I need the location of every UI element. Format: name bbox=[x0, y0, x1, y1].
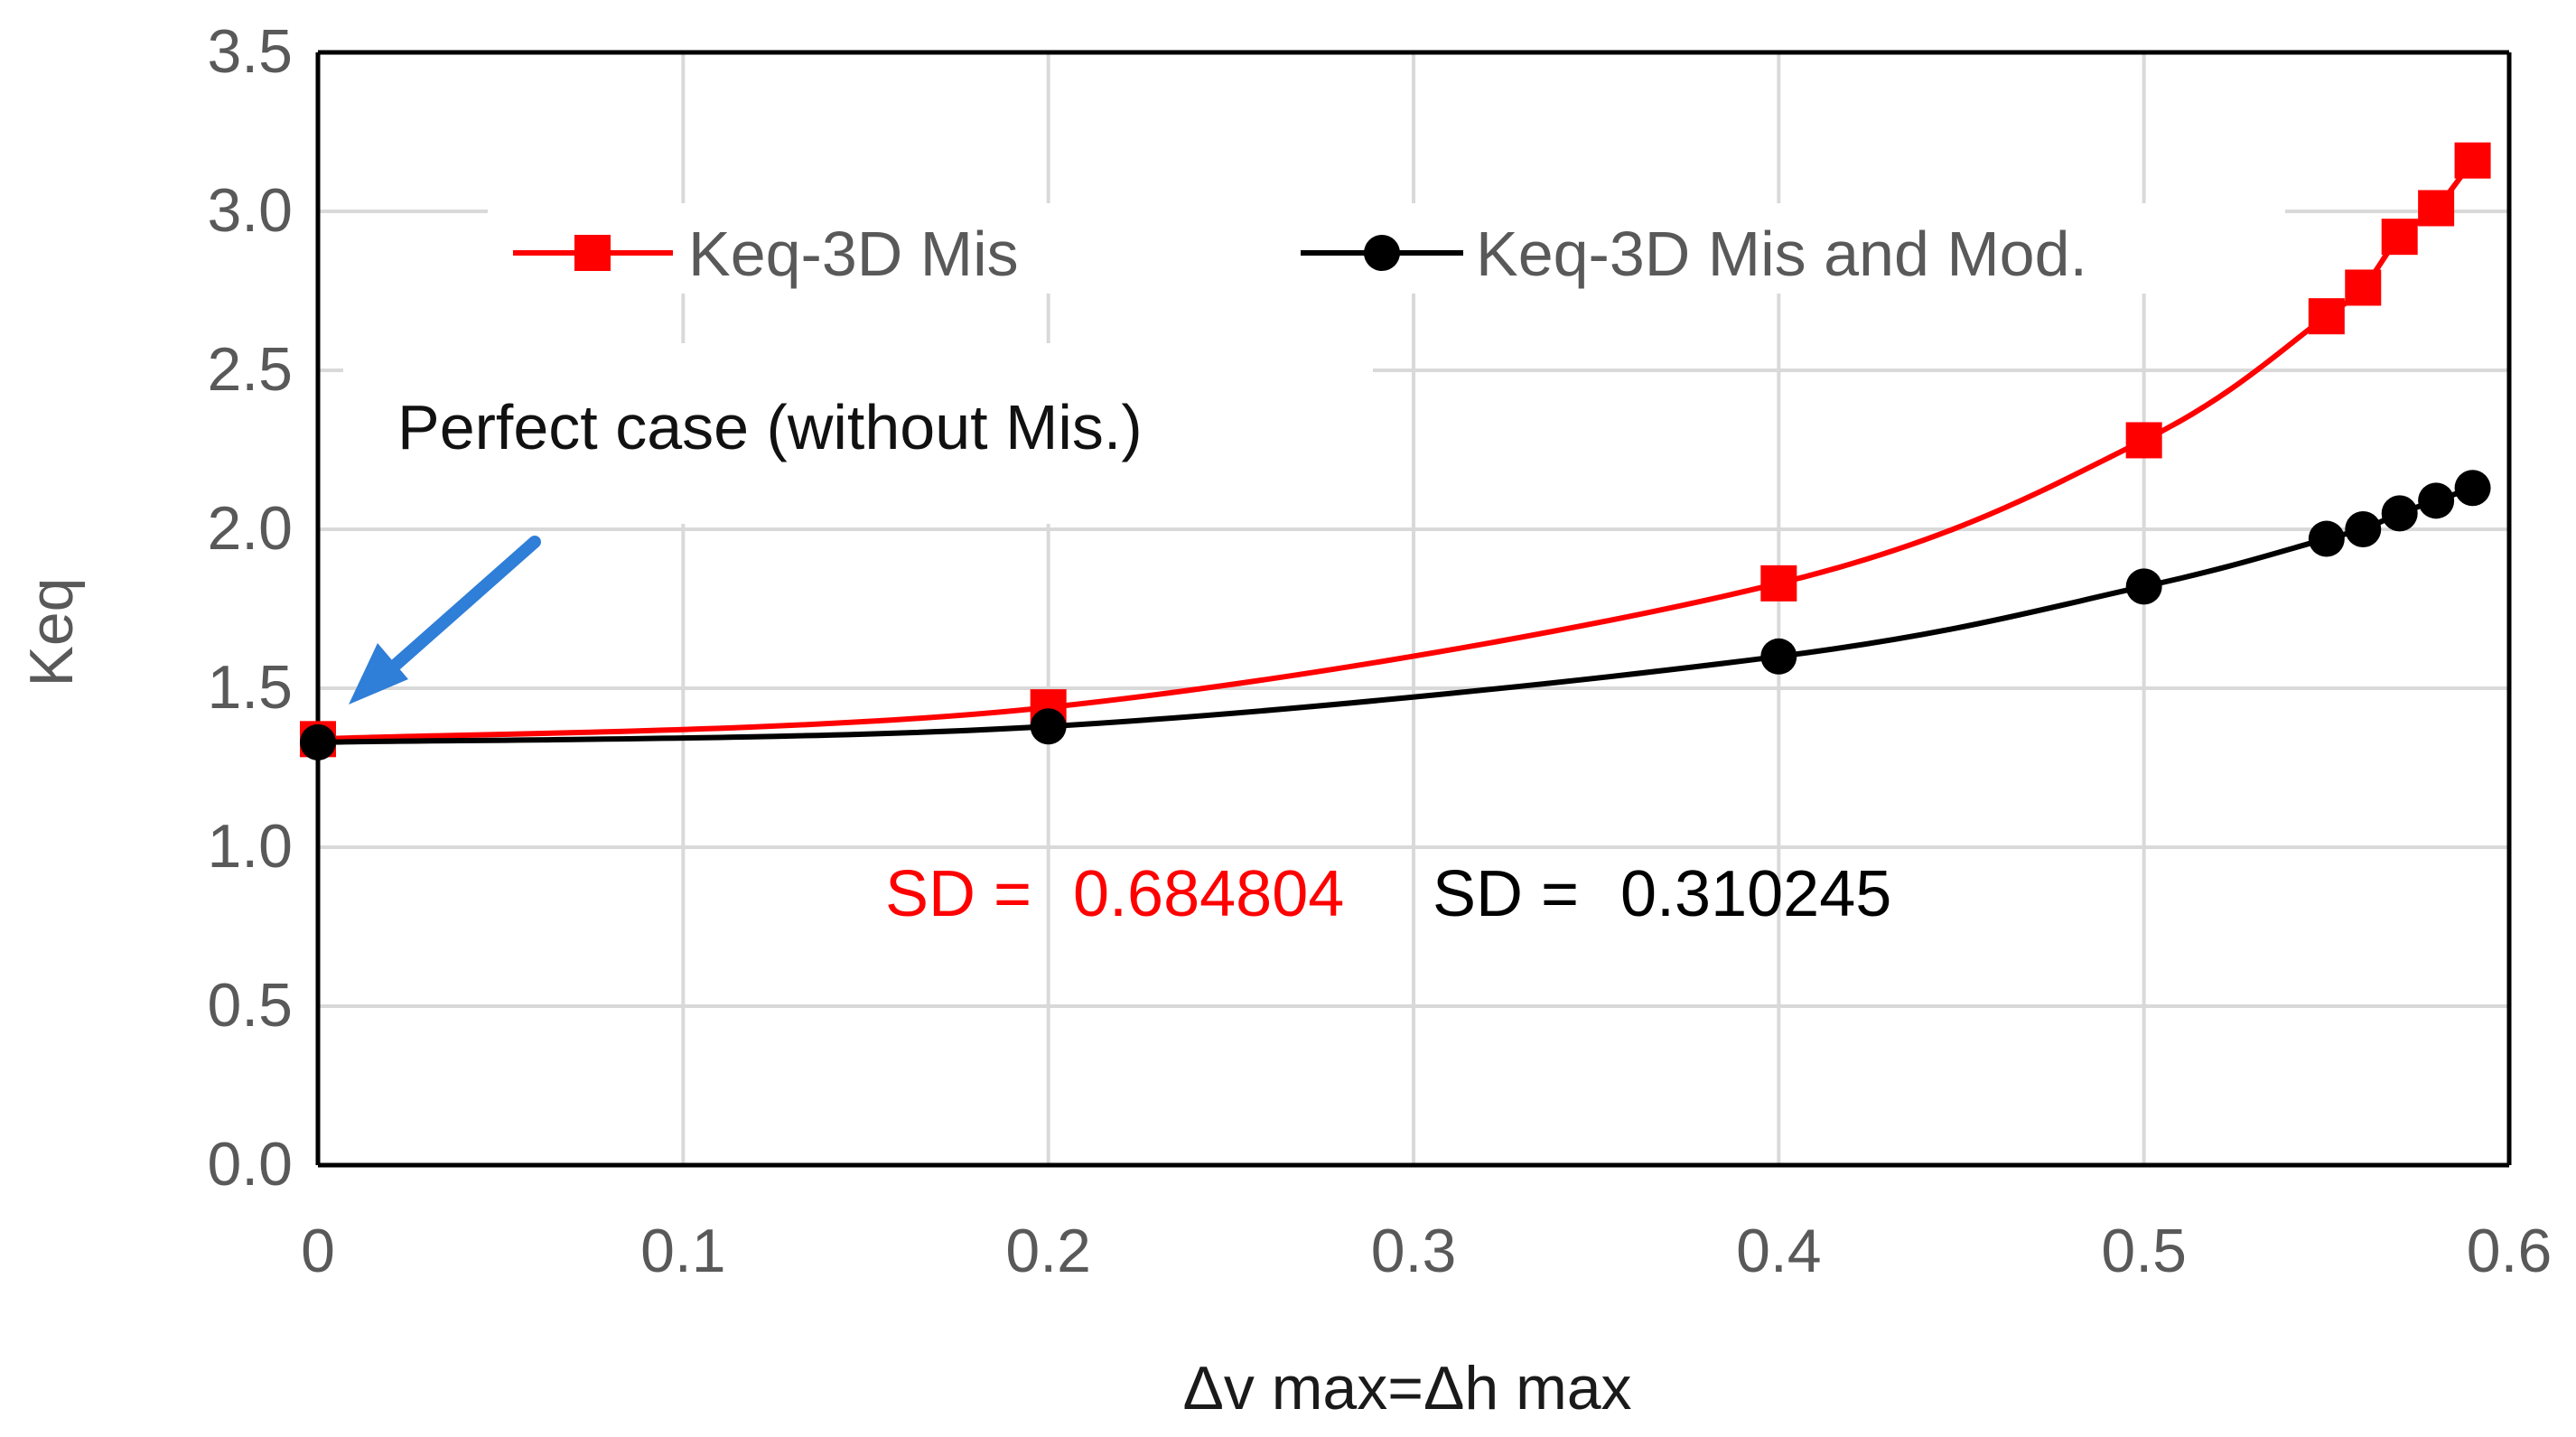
data-point-circle bbox=[2418, 482, 2455, 519]
x-tick-label: 0.1 bbox=[640, 1217, 726, 1285]
series-1 bbox=[300, 142, 2491, 758]
legend-label-series1: Keq-3D Mis bbox=[688, 219, 1019, 289]
legend-marker-square bbox=[574, 235, 611, 271]
x-tick-label: 0 bbox=[301, 1217, 335, 1285]
legend: Keq-3D Mis Keq-3D Mis and Mod. bbox=[488, 203, 2285, 294]
legend-entry-series2: Keq-3D Mis and Mod. bbox=[1301, 219, 2087, 289]
data-point-circle bbox=[2125, 568, 2162, 605]
data-point-square bbox=[2125, 422, 2162, 459]
data-point-square bbox=[1760, 565, 1797, 602]
sd-annotations: SD = 0.684804 SD = 0.310245 bbox=[885, 858, 1891, 930]
legend-label-series2: Keq-3D Mis and Mod. bbox=[1476, 219, 2087, 289]
data-point-square bbox=[2345, 269, 2382, 306]
data-point-square bbox=[2418, 190, 2455, 227]
series-line bbox=[317, 485, 2474, 745]
annotation-perfect-case: Perfect case (without Mis.) bbox=[397, 392, 1143, 462]
y-tick-label: 1.5 bbox=[207, 653, 293, 722]
annotation-arrow bbox=[349, 536, 541, 705]
data-point-square bbox=[2454, 142, 2491, 179]
x-axis-title: Δv max=Δh max bbox=[1182, 1354, 1631, 1423]
series bbox=[300, 142, 2491, 760]
y-tick-label: 0.5 bbox=[207, 971, 293, 1040]
sd-red-value: 0.684804 bbox=[1073, 858, 1344, 930]
legend-entry-series1: Keq-3D Mis bbox=[513, 219, 1019, 289]
data-point-circle bbox=[2454, 470, 2491, 507]
axes bbox=[315, 50, 2512, 1168]
y-tick-label: 2.0 bbox=[207, 494, 293, 563]
annotation-box bbox=[343, 343, 1373, 524]
y-tick-label: 0.0 bbox=[207, 1130, 293, 1199]
y-tick-label: 2.5 bbox=[207, 335, 293, 404]
y-axis-title: Keq bbox=[17, 578, 86, 687]
y-tick-label: 1.0 bbox=[207, 812, 293, 881]
x-tick-label: 0.4 bbox=[1736, 1217, 1822, 1285]
tick-labels: 0.0 0.5 1.0 1.5 2.0 2.5 3.0 3.5 0 0.1 0.2 0.3 0.4 0.5… bbox=[207, 17, 2552, 1285]
x-tick-label: 0.3 bbox=[1371, 1217, 1457, 1285]
data-point-square bbox=[2381, 219, 2418, 256]
series-2 bbox=[300, 470, 2491, 760]
data-point-circle bbox=[300, 723, 336, 760]
y-tick-label: 3.5 bbox=[207, 17, 293, 86]
data-point-square bbox=[2308, 298, 2345, 335]
data-point-circle bbox=[2308, 520, 2345, 557]
data-point-circle bbox=[2381, 495, 2418, 532]
legend-marker-circle bbox=[1364, 235, 1400, 271]
y-tick-label: 3.0 bbox=[207, 176, 293, 245]
x-tick-label: 0.5 bbox=[2101, 1217, 2187, 1285]
sd-red-label: SD = bbox=[885, 858, 1031, 930]
data-point-circle bbox=[2345, 511, 2382, 547]
sd-black-label: SD = bbox=[1433, 858, 1579, 930]
data-point-circle bbox=[1760, 638, 1797, 675]
x-tick-label: 0.2 bbox=[1005, 1217, 1091, 1285]
sd-black-value: 0.310245 bbox=[1620, 858, 1891, 930]
data-point-circle bbox=[1030, 708, 1067, 745]
x-tick-label: 0.6 bbox=[2467, 1217, 2553, 1285]
